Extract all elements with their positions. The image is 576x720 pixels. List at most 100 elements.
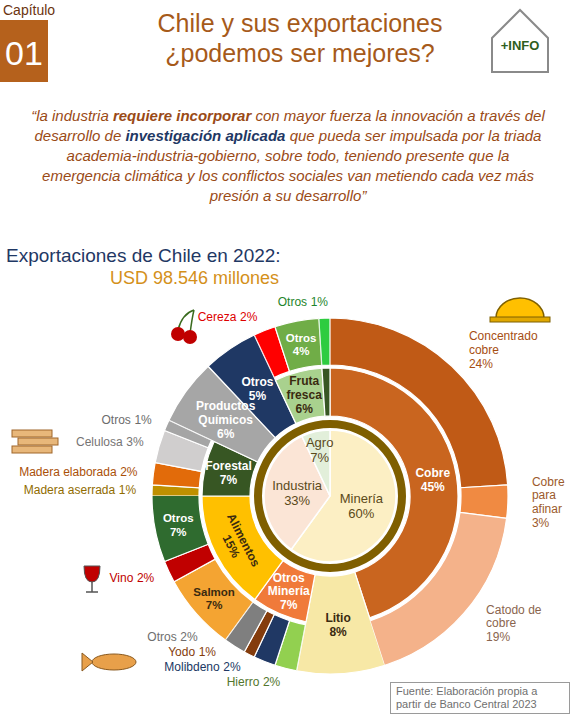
quote-part: requiere incorporar [113, 107, 251, 124]
quote-part: “la industria [31, 107, 113, 124]
group-slice [322, 368, 330, 416]
source-box: Fuente: Elaboración propia a partir de B… [390, 682, 570, 714]
group-label: Litio [325, 611, 350, 625]
item-label-part: 2% [263, 675, 281, 689]
item-label-group: Cobreparaafinar3% [532, 475, 565, 530]
group-label-group: Alimentos15% [212, 511, 263, 576]
helmet-brim [490, 317, 550, 322]
title: ¿podemos ser mejores? [165, 39, 435, 67]
chart-subtitle: USD 98.546 millones [110, 268, 279, 288]
group-label: 6% [217, 427, 235, 441]
page: Capítulo01Chile y sus exportaciones¿pode… [0, 0, 576, 720]
chapter-box [0, 20, 48, 82]
item-label-group: Madera elaborada2% [19, 465, 138, 479]
item-label: Otros 2% [147, 630, 198, 644]
group-label-group: Frutafresca6% [286, 374, 322, 416]
info-icon[interactable] [492, 10, 548, 72]
group-label: Minería [268, 584, 310, 598]
sector-label: Minería [340, 491, 384, 506]
item-label-group: Otros 7% [163, 512, 194, 537]
quote-part: investigación aplicada [125, 127, 285, 144]
group-label: Otros [241, 375, 273, 389]
group-label-group: Forestal7% [205, 459, 252, 487]
item-label-part: Otros [147, 630, 176, 644]
item-label: Otros [286, 332, 317, 344]
sector-label: 60% [348, 506, 374, 521]
wood-icon [12, 430, 52, 437]
item-label-part: Cereza [198, 310, 237, 324]
item-label-group: Vino2% [110, 571, 155, 585]
item-label-part: Madera aserrada [24, 483, 116, 497]
item-label: 19% [486, 630, 510, 644]
wood-icon [18, 438, 58, 445]
item-label-group: Salmon7% [193, 586, 235, 611]
item-clip-group [152, 485, 253, 640]
item-label-part: 1% [199, 645, 217, 659]
item-label-part: Vino [110, 571, 134, 585]
wood-icon [12, 446, 52, 453]
item-label-part: Celulosa [76, 435, 123, 449]
item-label-group: Cereza2% [198, 310, 258, 324]
info-button[interactable]: +INFO [501, 38, 540, 53]
item-slice [330, 318, 508, 488]
group-label: 5% [249, 389, 267, 403]
fish-icon [92, 654, 136, 670]
item-label-group: Otros1% [102, 413, 153, 427]
item-label-group: Yodo 1% [168, 645, 216, 659]
ring-band [254, 420, 406, 572]
item-label-group: Concentradocobre24% [469, 329, 538, 371]
title: Chile y sus exportaciones [158, 9, 443, 37]
item-slice [363, 512, 507, 668]
item-label-part: 2% [137, 571, 155, 585]
item-label: 4% [293, 345, 310, 357]
item-clip-group [330, 318, 508, 668]
item-clip-group [254, 318, 322, 377]
item-label: Madera elaborada2% [19, 465, 138, 479]
group-label: Químicos [198, 413, 253, 427]
item-label-part: 2% [240, 310, 258, 324]
item-label: Otros [163, 512, 194, 524]
item-label: para [532, 488, 556, 502]
group-label: Otros [273, 571, 305, 585]
item-label-part: 2% [223, 660, 241, 674]
group-label-group: Otros5% [241, 375, 273, 403]
item-label: Otros 1% [278, 295, 329, 309]
chart-title: Exportaciones de Chile en 2022: [6, 245, 281, 266]
item-label-part: Madera elaborada [19, 465, 117, 479]
fish-tail [82, 653, 93, 671]
item-label-part: Yodo [168, 645, 195, 659]
item-label-part: Hierro [227, 675, 260, 689]
item-clip-group [152, 420, 211, 496]
group-label: fresca [286, 388, 322, 402]
icons [12, 298, 550, 671]
item-label: 7% [170, 526, 187, 538]
group-label: Fruta [289, 374, 319, 388]
item-label: Cobre [532, 475, 565, 489]
sector-label-group: Industria33% [272, 478, 323, 508]
item-label: Salmon [193, 586, 235, 598]
group-label-group: Litio8% [325, 611, 350, 639]
item-label-part: 2% [180, 630, 198, 644]
item-label-part: 2% [120, 465, 138, 479]
item-label: Hierro2% [227, 675, 281, 689]
wine-stem [86, 582, 98, 592]
item-slice [275, 318, 322, 371]
item-label: Otros1% [102, 413, 153, 427]
item-slice [152, 485, 208, 562]
item-label-part: Otros [278, 295, 307, 309]
wine-icon [84, 566, 100, 582]
item-label-part: 1% [311, 295, 329, 309]
item-label-group: Otros 2% [147, 630, 198, 644]
group-label: 7% [280, 598, 298, 612]
item-label: Vino2% [110, 571, 155, 585]
item-label: Molibdeno2% [164, 660, 241, 674]
group-slice [276, 368, 325, 423]
sector-label: Industria [272, 478, 323, 493]
group-label: Forestal [205, 459, 252, 473]
helmet-icon [496, 298, 544, 318]
item-label-group: Celulosa3% [76, 435, 144, 449]
item-label: 7% [206, 599, 223, 611]
item-label: 24% [469, 357, 493, 371]
item-label-part: 1% [134, 413, 152, 427]
group-label-group: OtrosMinería7% [268, 571, 310, 613]
